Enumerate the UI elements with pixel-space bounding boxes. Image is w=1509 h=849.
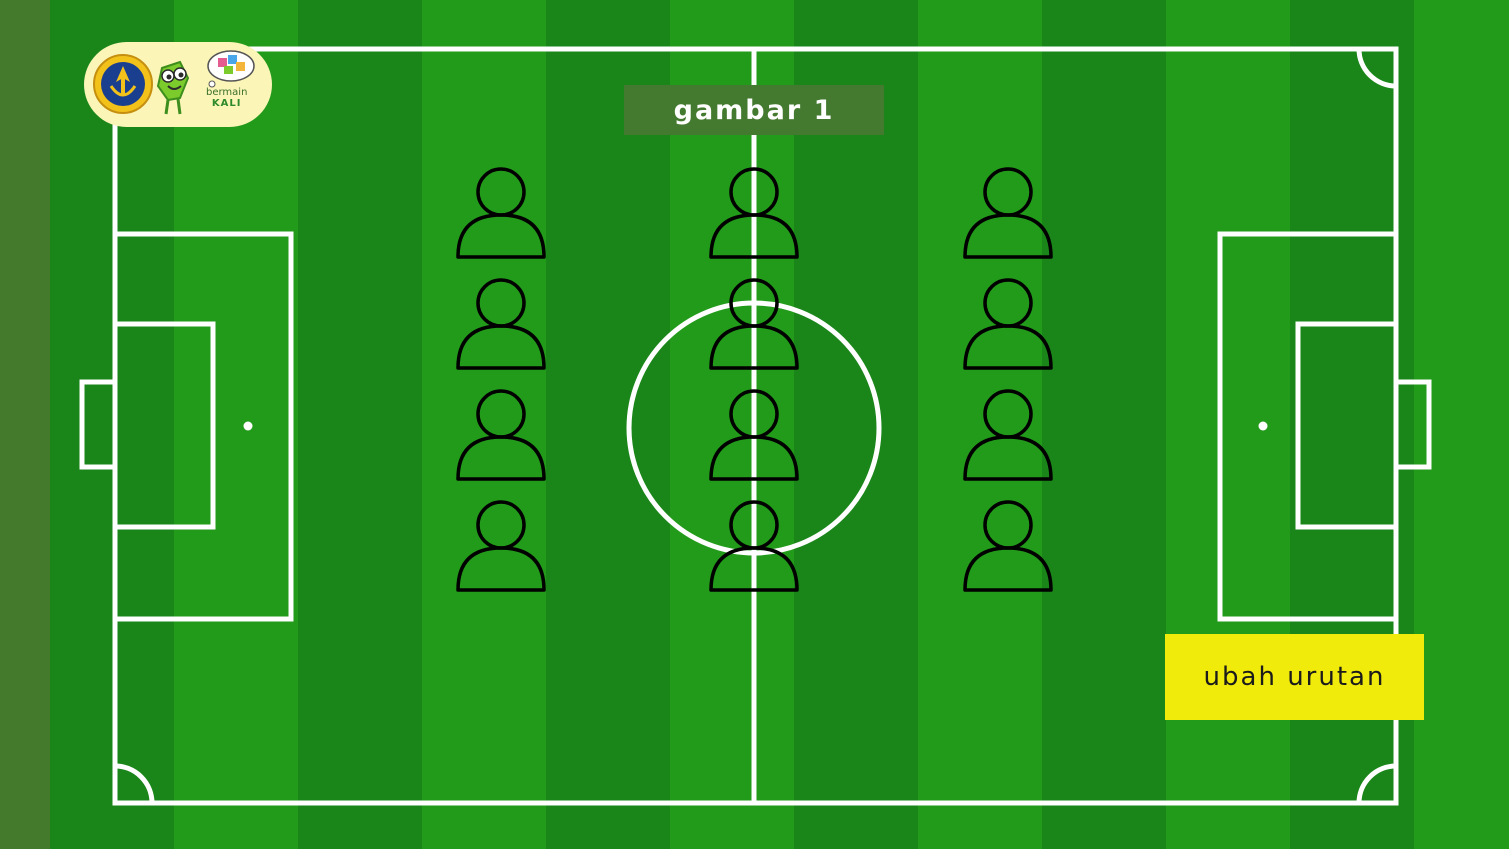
corner-arc-bottom-left xyxy=(114,763,155,804)
player-icon xyxy=(963,500,1053,592)
title-banner: gambar 1 xyxy=(624,85,884,135)
player-icon xyxy=(456,278,546,370)
player-icon xyxy=(456,389,546,481)
logo-badge: bermain KALI xyxy=(84,42,272,127)
pitch-stripe xyxy=(918,0,1042,849)
pitch-lines xyxy=(79,46,1432,806)
thought-bubble-icon xyxy=(207,50,255,88)
player-icon xyxy=(456,167,546,259)
right-penalty-spot xyxy=(1258,421,1268,431)
center-circle xyxy=(626,300,882,556)
left-goal xyxy=(79,379,118,470)
logo-graphics xyxy=(93,50,255,115)
left-penalty-spot xyxy=(243,421,253,431)
university-emblem-icon xyxy=(93,54,153,114)
right-goal xyxy=(1393,379,1432,470)
player-icon xyxy=(709,278,799,370)
corner-arc-bottom-right xyxy=(1356,763,1397,804)
player-icon xyxy=(709,389,799,481)
reorder-button[interactable]: ubah urutan xyxy=(1165,634,1424,720)
player-icon xyxy=(456,500,546,592)
pitch-stripe xyxy=(422,0,546,849)
logo-line-2: KALI xyxy=(211,98,242,109)
player-icon xyxy=(709,167,799,259)
player-icon xyxy=(963,167,1053,259)
logo-wordmark: bermain KALI xyxy=(206,87,247,109)
player-icon xyxy=(963,278,1053,370)
title-text: gambar 1 xyxy=(673,94,835,126)
mascot-icon xyxy=(156,60,190,115)
logo-line-1: bermain xyxy=(206,87,248,98)
player-icon xyxy=(963,389,1053,481)
pitch-stripe xyxy=(1166,0,1290,849)
player-icon xyxy=(709,500,799,592)
player-formation xyxy=(456,167,1053,592)
corner-arc-top-right xyxy=(1356,48,1397,89)
pitch-stripe xyxy=(174,0,298,849)
